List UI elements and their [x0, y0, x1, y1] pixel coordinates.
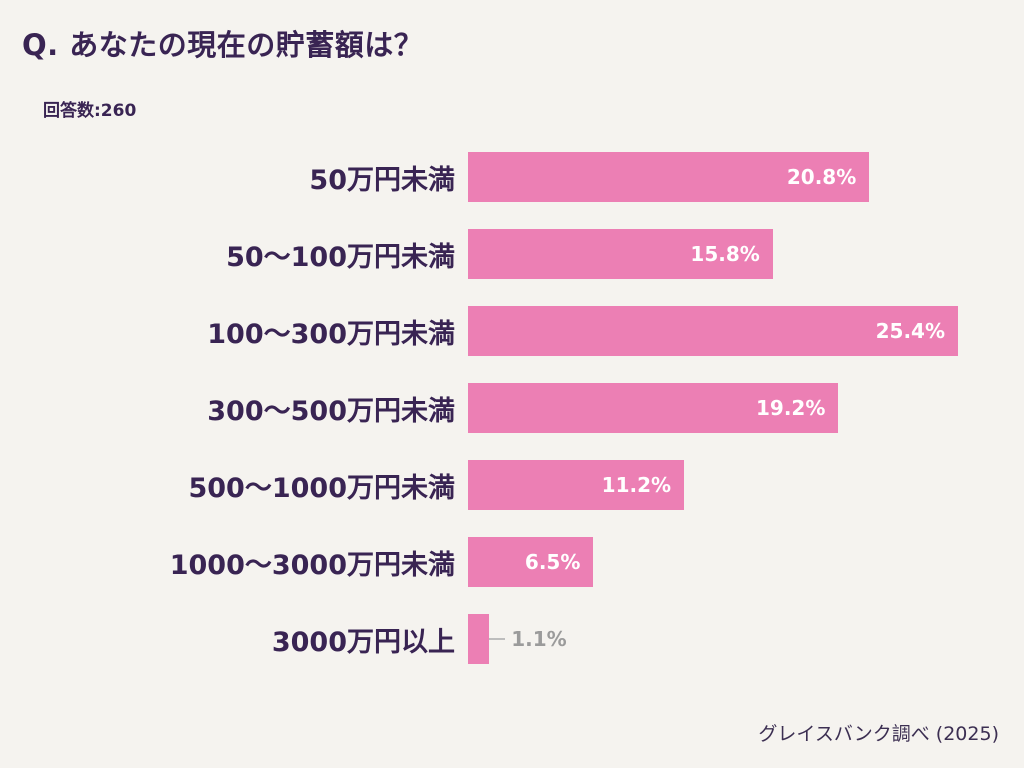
bar: 20.8%: [468, 152, 870, 202]
value-label: 6.5%: [524, 550, 581, 574]
bar: 11.2%: [468, 460, 685, 510]
respondent-count: 回答数:260: [43, 101, 137, 121]
category-label: 3000万円以上: [271, 626, 455, 658]
bar: 19.2%: [468, 383, 839, 433]
bar-track: 19.2%: [468, 383, 958, 433]
bar-track: 15.8%: [468, 229, 958, 279]
bar: 25.4%: [468, 306, 958, 356]
value-label: 20.8%: [786, 165, 857, 189]
value-label: 19.2%: [756, 396, 826, 420]
bar: [468, 614, 490, 664]
category-label: 50〜100万円未満: [226, 241, 455, 273]
chart-row: 3000万円以上 1.1%: [0, 614, 1024, 664]
category-label: 100〜300万円未満: [207, 318, 455, 350]
chart-row: 300〜500万円未満 19.2%: [0, 383, 1024, 433]
bar: 15.8%: [468, 229, 773, 279]
bar: 6.5%: [468, 537, 594, 587]
category-label: 50万円未満: [309, 164, 455, 196]
category-label: 300〜500万円未満: [207, 395, 455, 427]
chart-row: 500〜1000万円未満 11.2%: [0, 460, 1024, 510]
bar-chart: 50万円未満 20.8% 50〜100万円未満 15.8% 100〜300万円未満 25.…: [0, 152, 1024, 691]
value-label: 11.2%: [601, 473, 672, 497]
connector-line: [489, 638, 506, 640]
value-label-outside: 1.1%: [489, 627, 567, 651]
bar-track: 6.5%: [468, 537, 958, 587]
category-label: 500〜1000万円未満: [188, 472, 455, 504]
chart-row: 50万円未満 20.8%: [0, 152, 1024, 202]
chart-row: 50〜100万円未満 15.8%: [0, 229, 1024, 279]
value-label: 25.4%: [875, 319, 945, 343]
bar-track: 20.8%: [468, 152, 958, 202]
value-label: 1.1%: [511, 627, 567, 651]
chart-row: 1000〜3000万円未満 6.5%: [0, 537, 1024, 587]
source-note: グレイスバンク調べ (2025): [758, 723, 999, 745]
category-label: 1000〜3000万円未満: [169, 549, 455, 581]
chart-row: 100〜300万円未満 25.4%: [0, 306, 1024, 356]
value-label: 15.8%: [690, 242, 760, 266]
bar-track: 1.1%: [468, 614, 958, 664]
bar-track: 25.4%: [468, 306, 958, 356]
page-title: Q. あなたの現在の貯蓄額は？: [22, 28, 424, 62]
bar-track: 11.2%: [468, 460, 958, 510]
